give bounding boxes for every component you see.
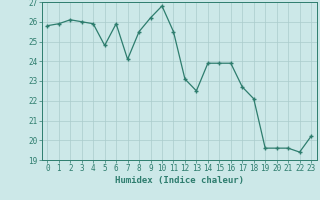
X-axis label: Humidex (Indice chaleur): Humidex (Indice chaleur) <box>115 176 244 185</box>
